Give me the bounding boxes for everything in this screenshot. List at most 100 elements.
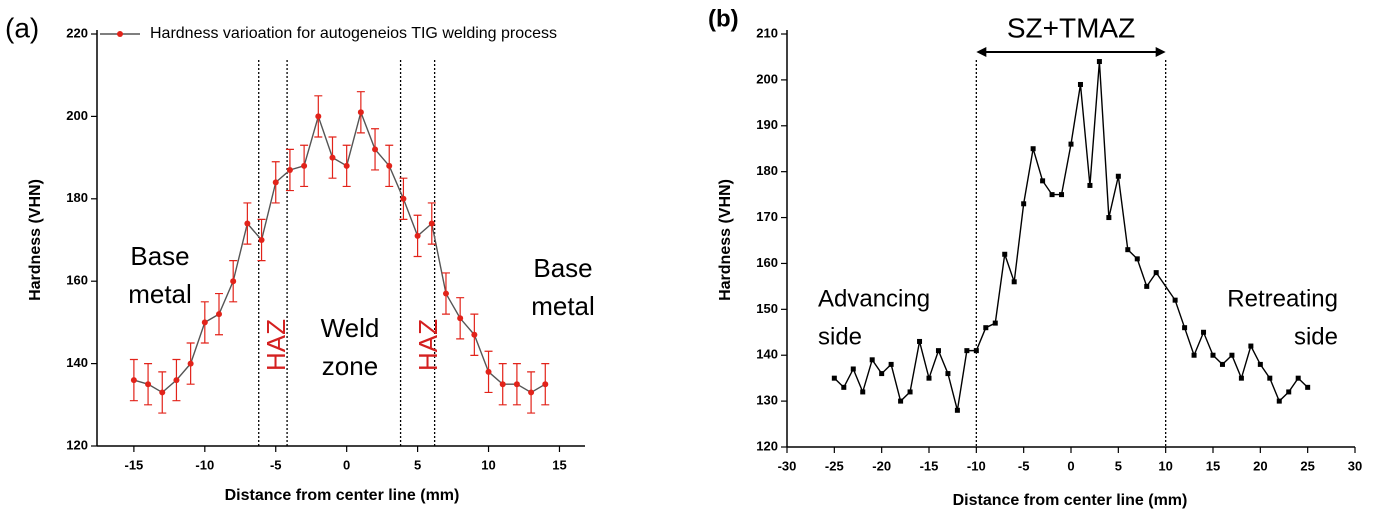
marker — [1201, 329, 1207, 335]
marker — [414, 232, 421, 239]
marker — [945, 371, 951, 377]
annotation: metal — [531, 291, 595, 321]
marker — [343, 162, 350, 169]
marker — [1257, 361, 1263, 367]
marker — [230, 278, 237, 285]
marker — [869, 357, 875, 363]
x-tick-label: 10 — [1158, 458, 1172, 473]
marker — [159, 389, 166, 396]
marker — [428, 220, 435, 227]
span-label: SZ+TMAZ — [1007, 12, 1135, 43]
marker — [173, 377, 180, 384]
marker — [860, 389, 866, 395]
marker — [499, 381, 506, 388]
y-tick-label: 120 — [756, 438, 778, 453]
marker — [1144, 283, 1150, 289]
marker — [286, 166, 293, 173]
marker — [400, 195, 407, 202]
annotation: Weld — [321, 313, 380, 343]
marker — [1087, 182, 1093, 188]
marker — [954, 407, 960, 413]
marker — [386, 162, 393, 169]
y-tick-label: 210 — [756, 25, 778, 40]
y-tick-label: 180 — [66, 190, 88, 205]
x-tick-label: 0 — [1067, 458, 1074, 473]
y-tick-label: 200 — [756, 71, 778, 86]
panel-label: (a) — [5, 12, 39, 43]
marker — [201, 319, 208, 326]
annotation: zone — [322, 351, 378, 381]
marker — [1115, 173, 1121, 179]
y-tick-label: 220 — [66, 25, 88, 40]
annotation: Base — [533, 253, 592, 283]
y-tick-label: 200 — [66, 108, 88, 123]
y-tick-label: 160 — [756, 255, 778, 270]
marker — [1248, 343, 1254, 349]
marker — [258, 237, 265, 243]
y-tick-label: 180 — [756, 163, 778, 178]
marker — [1286, 389, 1292, 395]
y-tick-label: 190 — [756, 117, 778, 132]
x-tick-label: 30 — [1348, 458, 1362, 473]
x-axis-title: Distance from center line (mm) — [225, 487, 460, 504]
marker — [973, 348, 979, 354]
y-tick-label: 150 — [756, 301, 778, 316]
marker — [1040, 178, 1046, 184]
marker — [329, 154, 336, 161]
y-tick-label: 140 — [756, 347, 778, 362]
y-axis-title: Hardness (VHN) — [717, 179, 734, 301]
x-tick-label: -15 — [920, 458, 939, 473]
y-tick-label: 130 — [756, 393, 778, 408]
x-tick-label: -5 — [1018, 458, 1030, 473]
marker — [1229, 352, 1235, 358]
annotation: Advancing — [818, 285, 930, 312]
annotation: HAZ — [413, 319, 443, 371]
marker — [130, 377, 137, 384]
marker — [1267, 375, 1273, 381]
marker — [1030, 146, 1036, 152]
marker — [272, 179, 279, 186]
marker — [841, 384, 847, 390]
y-tick-label: 170 — [756, 209, 778, 224]
marker — [1276, 398, 1282, 404]
x-tick-label: -15 — [124, 457, 143, 472]
marker — [1134, 256, 1140, 262]
marker — [216, 311, 222, 318]
marker — [1238, 375, 1244, 381]
x-tick-label: 5 — [1115, 458, 1122, 473]
legend-label: Hardness varioation for autogeneios TIG … — [150, 25, 557, 42]
y-tick-label: 120 — [66, 437, 88, 452]
annotation: Retreating — [1227, 285, 1338, 312]
x-tick-label: 20 — [1253, 458, 1267, 473]
marker — [244, 220, 251, 227]
marker — [907, 389, 913, 395]
marker — [926, 375, 932, 381]
marker — [1096, 59, 1102, 65]
marker — [1068, 141, 1074, 147]
x-tick-label: 15 — [552, 457, 566, 472]
marker — [831, 375, 837, 381]
marker — [992, 320, 998, 326]
marker — [1125, 247, 1131, 253]
series-line — [833, 61, 1309, 411]
marker — [442, 290, 449, 297]
marker — [935, 348, 941, 354]
x-tick-label: 25 — [1300, 458, 1314, 473]
marker — [457, 315, 464, 322]
marker — [513, 381, 520, 388]
x-tick-label: 0 — [343, 457, 350, 472]
marker — [1059, 192, 1065, 198]
marker — [1295, 375, 1301, 381]
marker — [1077, 81, 1083, 87]
legend-marker — [117, 31, 123, 37]
marker — [888, 361, 894, 367]
marker — [879, 371, 885, 377]
x-tick-label: -20 — [872, 458, 891, 473]
marker — [1049, 192, 1055, 198]
marker — [1219, 361, 1225, 367]
marker — [1021, 201, 1027, 207]
series-line — [133, 110, 546, 394]
x-tick-label: -30 — [778, 458, 797, 473]
marker — [542, 381, 549, 388]
